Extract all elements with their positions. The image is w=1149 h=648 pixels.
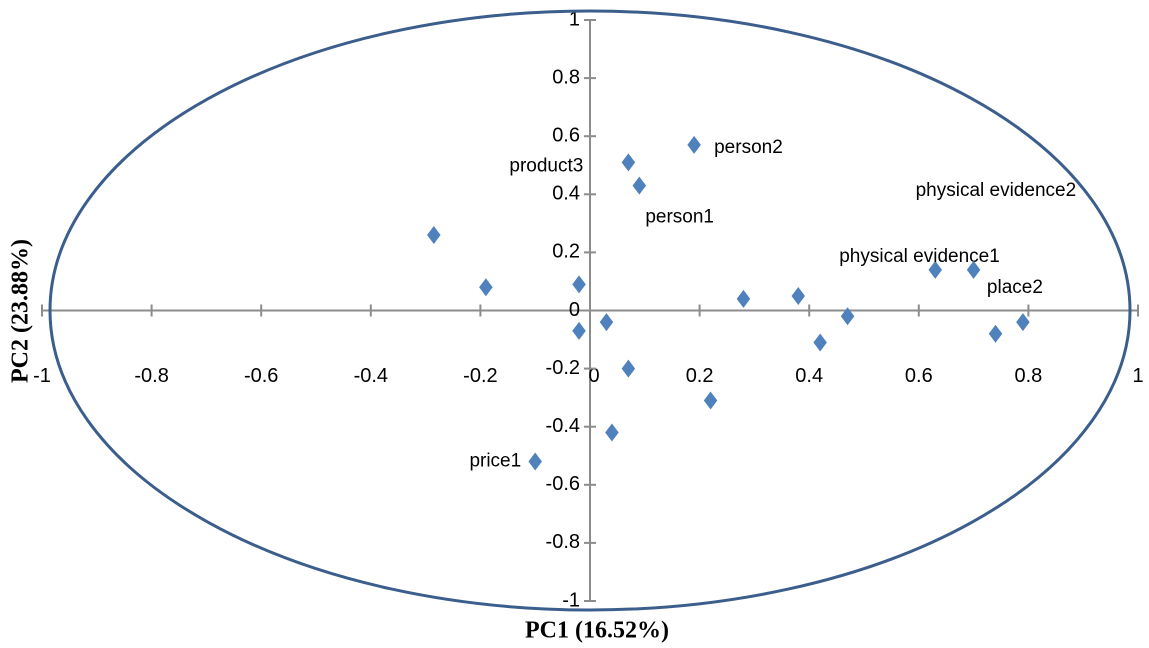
x-axis-title: PC1 (16.52%) [525,618,669,644]
y-tick-label: 0.4 [552,183,580,205]
x-tick-label: -0.8 [134,365,168,387]
y-tick-label: -0.6 [546,473,580,495]
y-tick-label: -1 [562,589,580,611]
point-label: product3 [509,155,583,176]
x-tick-label: -0.4 [354,365,388,387]
y-tick-label: -0.8 [546,531,580,553]
data-point [600,313,614,331]
point-label: physical evidence2 [916,180,1077,201]
data-point [572,322,586,340]
data-point [572,275,586,293]
data-point [479,278,493,296]
data-point [605,424,619,442]
x-tick-label: 0.8 [1014,365,1042,387]
data-point [622,153,636,171]
point-label: place2 [987,277,1043,298]
data-point [989,325,1003,343]
data-point [687,136,701,154]
y-axis-title: PC2 (23.88%) [8,239,34,383]
data-point [704,392,718,410]
x-tick-label: -1 [33,365,51,387]
data-point [737,290,751,308]
point-label: person1 [645,207,714,228]
data-point [633,177,647,195]
x-tick-label: 1 [1132,365,1143,387]
chart: PC1 (16.52%) PC2 (23.88%) -1 -0.8 -0.6 -0.4… [0,0,1149,648]
data-point [622,360,636,378]
point-label: person2 [714,137,783,158]
point-label: price1 [469,451,521,472]
data-point [528,453,542,471]
y-tick-label: 0 [569,299,580,321]
x-tick-label: 0.4 [795,365,823,387]
x-tick-label: -0.6 [244,365,278,387]
data-point [427,226,441,244]
y-tick-label: 0.6 [552,124,580,146]
x-tick-label: 0.2 [686,365,714,387]
x-tick-label: -0.2 [463,365,497,387]
data-point [791,287,805,305]
y-tick-label: 0.2 [552,241,580,263]
data-point [813,333,827,351]
y-tick-label: 0.8 [552,66,580,88]
x-tick-label: 0.6 [905,365,933,387]
y-tick-label: -0.2 [546,357,580,379]
y-tick-label: -0.4 [546,415,580,437]
